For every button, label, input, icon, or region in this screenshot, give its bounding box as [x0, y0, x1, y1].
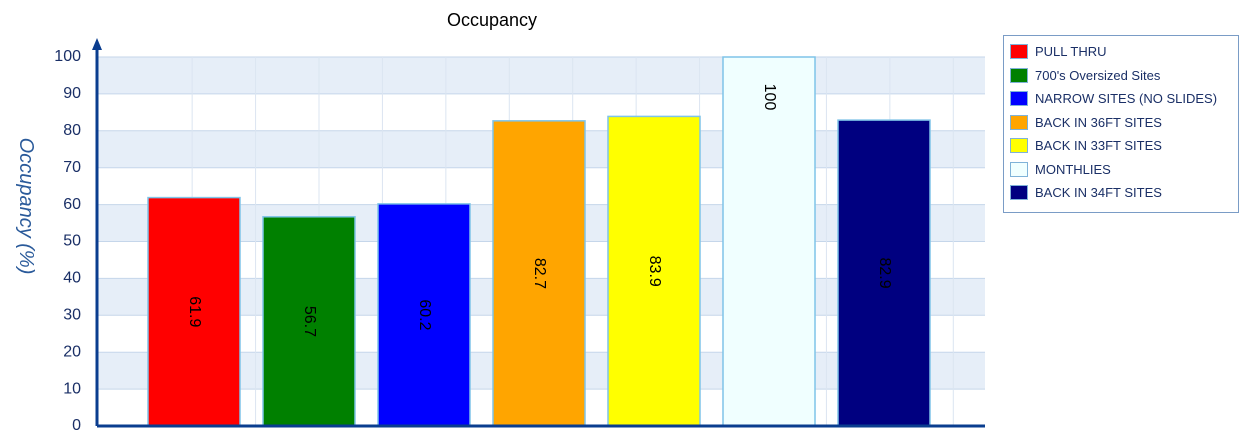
legend-item: 700's Oversized Sites	[1010, 64, 1238, 88]
y-tick-label: 60	[63, 196, 81, 213]
legend-swatch	[1010, 138, 1028, 154]
y-tick-label: 40	[63, 270, 81, 287]
legend-item: BACK IN 33FT SITES	[1010, 134, 1238, 158]
bar-group: 61.9 56.7 60.2 82.7 83.9 100 82.9	[147, 56, 931, 427]
axes	[92, 38, 985, 428]
bar	[837, 119, 931, 427]
legend-label: BACK IN 34FT SITES	[1035, 185, 1162, 201]
y-tick-label: 20	[63, 343, 81, 360]
bar-value-label: 61.9	[186, 296, 203, 327]
grid-band	[97, 57, 985, 94]
y-tick-label: 0	[72, 417, 81, 430]
y-tick-label: 90	[63, 85, 81, 102]
legend-label: MONTHLIES	[1035, 161, 1111, 177]
y-tick-label: 10	[63, 380, 81, 397]
bar-value-label: 82.7	[531, 258, 548, 289]
chart-title: Occupancy	[447, 10, 537, 30]
legend-item: PULL THRU	[1010, 40, 1238, 64]
legend-swatch	[1010, 114, 1028, 130]
legend-label: BACK IN 36FT SITES	[1035, 114, 1162, 130]
bar-value-label: 60.2	[416, 299, 433, 330]
y-tick-label: 70	[63, 159, 81, 176]
legend-item: BACK IN 36FT SITES	[1010, 111, 1238, 135]
legend-swatch	[1010, 91, 1028, 107]
legend-swatch	[1010, 67, 1028, 83]
legend-item: NARROW SITES (NO SLIDES)	[1010, 87, 1238, 111]
bar-value-label: 56.7	[301, 306, 318, 337]
y-axis-label: Occupancy (%)	[15, 138, 37, 275]
legend-item: BACK IN 34FT SITES	[1010, 181, 1238, 205]
y-tick-label: 80	[63, 122, 81, 139]
legend-label: BACK IN 33FT SITES	[1035, 138, 1162, 154]
y-tick-label: 30	[63, 307, 81, 324]
y-axis-arrow	[92, 38, 102, 50]
bar-value-label: 83.9	[646, 256, 663, 287]
bar	[607, 115, 701, 427]
y-tick-label: 100	[54, 48, 81, 65]
legend-item: MONTHLIES	[1010, 158, 1238, 182]
legend-label: PULL THRU	[1035, 44, 1107, 60]
bar	[147, 196, 241, 427]
bar-value-label: 82.9	[876, 257, 893, 288]
bar	[722, 56, 816, 427]
y-tick-labels: 0 10 20 30 40 50 60 70 80 90 100	[54, 48, 81, 434]
bar	[492, 120, 586, 427]
legend-swatch	[1010, 161, 1028, 177]
legend: PULL THRU 700's Oversized Sites NARROW SIT…	[1003, 35, 1239, 213]
y-tick-label: 50	[63, 233, 81, 250]
bar-value-label: 100	[761, 84, 778, 111]
legend-label: NARROW SITES (NO SLIDES)	[1035, 91, 1218, 107]
legend-label: 700's Oversized Sites	[1035, 67, 1161, 83]
legend-swatch	[1010, 44, 1028, 60]
legend-swatch	[1010, 185, 1028, 201]
